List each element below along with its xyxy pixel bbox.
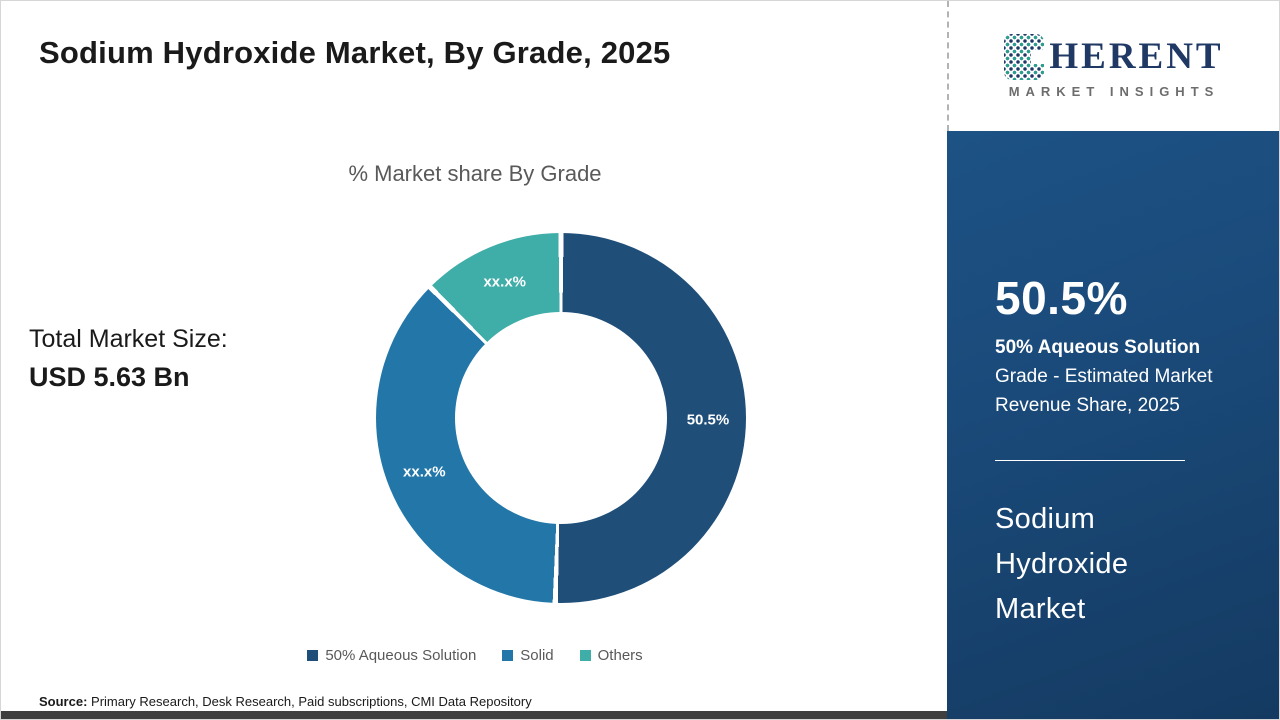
logo-brand-text: HERENT [1049,36,1224,77]
slice-label-others: xx.x% [483,273,527,291]
sidebar-stat-line3: Revenue Share, 2025 [995,395,1180,416]
source-label: Source: [39,694,88,709]
chart-legend: 50% Aqueous Solution Solid Others [1,647,949,664]
total-market-size: Total Market Size: USD 5.63 Bn [29,325,228,393]
logo-c-icon [1004,33,1048,80]
legend-swatch-aqueous [307,650,319,661]
slice-label-solid: xx.x% [403,463,446,481]
page-title: Sodium Hydroxide Market, By Grade, 2025 [39,35,671,70]
market-name-line2: Hydroxide [995,548,1129,580]
legend-item-aqueous: 50% Aqueous Solution [307,647,476,664]
legend-item-others: Others [579,647,643,664]
sidebar-stat-line2: Grade - Estimated Market [995,366,1213,387]
total-market-size-value: USD 5.63 Bn [29,362,190,392]
market-name-line1: Sodium [995,503,1096,535]
sidebar-stat-line1: 50% Aqueous Solution [995,337,1201,358]
legend-item-solid: Solid [502,647,554,664]
donut-chart: 50.5% xx.x% xx.x% [376,233,746,603]
sidebar-market-name: Sodium Hydroxide Market [995,497,1239,632]
highlight-sidebar: 50.5% 50% Aqueous Solution Grade - Estim… [947,131,1279,719]
source-line: Source: Primary Research, Desk Research,… [39,694,532,709]
slice-label-aqueous: 50.5% [686,411,730,429]
donut-hole [455,312,667,524]
sidebar-stat-description: 50% Aqueous Solution Grade - Estimated M… [995,333,1239,420]
legend-label-aqueous: 50% Aqueous Solution [325,647,477,664]
source-text: Primary Research, Desk Research, Paid su… [87,694,532,709]
legend-swatch-solid [502,650,514,661]
coherent-logo: HERENT [1004,33,1224,80]
logo-area: HERENT MARKET INSIGHTS [947,1,1279,131]
sidebar-divider [995,460,1185,461]
legend-swatch-others [579,650,591,661]
legend-label-solid: Solid [520,647,554,664]
market-name-line3: Market [995,593,1086,625]
chart-title: % Market share By Grade [348,161,602,186]
total-market-size-label: Total Market Size: [29,325,228,353]
sidebar-stat-value: 50.5% [995,272,1128,324]
logo-c-notch [1031,49,1048,64]
logo-tagline: MARKET INSIGHTS [1008,83,1220,99]
legend-label-others: Others [597,647,643,664]
bottom-bar [1,711,949,719]
